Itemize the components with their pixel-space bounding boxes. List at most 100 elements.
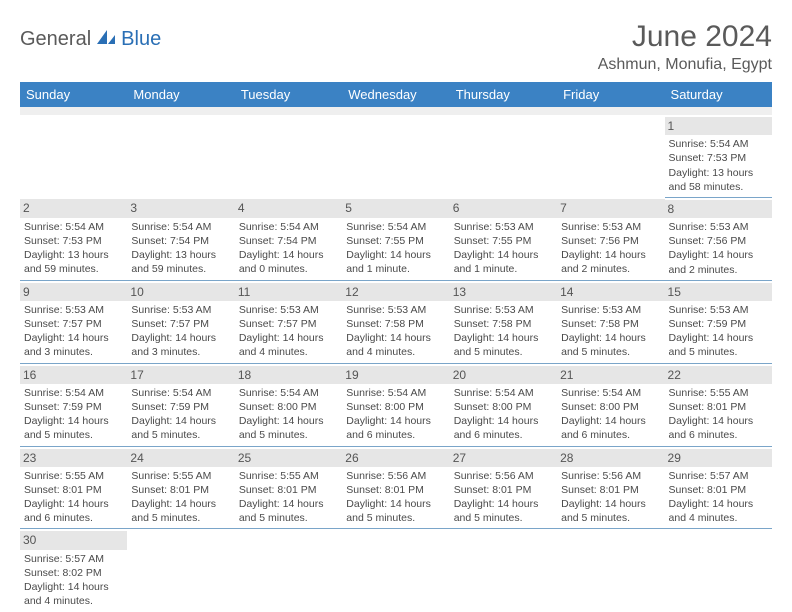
sunrise: Sunrise: 5:56 AM: [346, 469, 445, 483]
sunrise: Sunrise: 5:53 AM: [346, 303, 445, 317]
sunrise: Sunrise: 5:55 AM: [239, 469, 338, 483]
sunrise: Sunrise: 5:55 AM: [131, 469, 230, 483]
day-cell: 9Sunrise: 5:53 AMSunset: 7:57 PMDaylight…: [20, 280, 127, 363]
daylight: Daylight: 14 hours and 6 minutes.: [346, 414, 445, 442]
sunset: Sunset: 8:00 PM: [454, 400, 553, 414]
sunset: Sunset: 7:53 PM: [669, 151, 768, 165]
day-cell: 7Sunrise: 5:53 AMSunset: 7:56 PMDaylight…: [557, 197, 664, 280]
sunrise: Sunrise: 5:54 AM: [669, 137, 768, 151]
sunset: Sunset: 8:01 PM: [669, 400, 768, 414]
sunrise: Sunrise: 5:54 AM: [454, 386, 553, 400]
day-number: 21: [557, 366, 664, 384]
week-4: 16Sunrise: 5:54 AMSunset: 7:59 PMDayligh…: [20, 363, 772, 446]
day-number: 10: [127, 283, 234, 301]
empty-cell: [450, 529, 557, 611]
sunset: Sunset: 7:56 PM: [561, 234, 660, 248]
day-number: 18: [235, 366, 342, 384]
header: General Blue June 2024 Ashmun, Monufia, …: [20, 20, 772, 74]
daylight: Daylight: 14 hours and 5 minutes.: [131, 497, 230, 525]
week-1: 1 Sunrise: 5:54 AM Sunset: 7:53 PM Dayli…: [20, 115, 772, 197]
day-number: 19: [342, 366, 449, 384]
day-number: 1: [665, 117, 772, 135]
sunset: Sunset: 8:00 PM: [346, 400, 445, 414]
empty-cell: [235, 529, 342, 611]
day-cell: 6Sunrise: 5:53 AMSunset: 7:55 PMDaylight…: [450, 197, 557, 280]
day-number: 24: [127, 449, 234, 467]
daylight: Daylight: 14 hours and 6 minutes.: [669, 414, 768, 442]
daylight: Daylight: 13 hours and 58 minutes.: [669, 166, 768, 194]
daylight: Daylight: 14 hours and 6 minutes.: [561, 414, 660, 442]
sunset: Sunset: 8:01 PM: [131, 483, 230, 497]
sunrise: Sunrise: 5:57 AM: [24, 552, 123, 566]
empty-cell: [557, 529, 664, 611]
day-number: 22: [665, 366, 772, 384]
logo-text-blue: Blue: [121, 28, 161, 51]
daylight: Daylight: 14 hours and 5 minutes.: [239, 414, 338, 442]
col-tuesday: Tuesday: [235, 82, 342, 107]
day-number: 29: [665, 449, 772, 467]
day-cell: 23Sunrise: 5:55 AMSunset: 8:01 PMDayligh…: [20, 446, 127, 529]
daylight: Daylight: 14 hours and 5 minutes.: [561, 331, 660, 359]
sunset: Sunset: 8:01 PM: [346, 483, 445, 497]
day-cell: 17Sunrise: 5:54 AMSunset: 7:59 PMDayligh…: [127, 363, 234, 446]
sunrise: Sunrise: 5:54 AM: [24, 220, 123, 234]
sunrise: Sunrise: 5:53 AM: [239, 303, 338, 317]
col-friday: Friday: [557, 82, 664, 107]
daylight: Daylight: 14 hours and 6 minutes.: [24, 497, 123, 525]
daylight: Daylight: 14 hours and 4 minutes.: [669, 497, 768, 525]
week-5: 23Sunrise: 5:55 AMSunset: 8:01 PMDayligh…: [20, 446, 772, 529]
day-cell: 13Sunrise: 5:53 AMSunset: 7:58 PMDayligh…: [450, 280, 557, 363]
sunset: Sunset: 8:00 PM: [239, 400, 338, 414]
sunrise: Sunrise: 5:53 AM: [561, 303, 660, 317]
empty-cell: [557, 115, 664, 197]
day-cell: 10Sunrise: 5:53 AMSunset: 7:57 PMDayligh…: [127, 280, 234, 363]
day-cell: 12Sunrise: 5:53 AMSunset: 7:58 PMDayligh…: [342, 280, 449, 363]
day-number: 14: [557, 283, 664, 301]
sunrise: Sunrise: 5:53 AM: [131, 303, 230, 317]
sunset: Sunset: 7:59 PM: [24, 400, 123, 414]
sunset: Sunset: 7:57 PM: [24, 317, 123, 331]
daylight: Daylight: 13 hours and 59 minutes.: [131, 248, 230, 276]
daylight: Daylight: 14 hours and 6 minutes.: [454, 414, 553, 442]
daylight: Daylight: 14 hours and 4 minutes.: [346, 331, 445, 359]
page-title: June 2024: [598, 20, 772, 54]
sunrise: Sunrise: 5:53 AM: [669, 303, 768, 317]
daylight: Daylight: 14 hours and 1 minute.: [454, 248, 553, 276]
day-cell: 18 Sunrise: 5:54 AMSunset: 8:00 PMDayligh…: [235, 363, 342, 446]
day-cell: 21Sunrise: 5:54 AMSunset: 8:00 PMDayligh…: [557, 363, 664, 446]
sunset: Sunset: 7:56 PM: [669, 234, 768, 248]
sunset: Sunset: 8:01 PM: [239, 483, 338, 497]
day-number: 8: [665, 200, 772, 218]
logo-sail-icon: [95, 28, 117, 51]
day-number: 25: [235, 449, 342, 467]
sunrise: Sunrise: 5:53 AM: [561, 220, 660, 234]
sunset: Sunset: 8:01 PM: [669, 483, 768, 497]
daylight: Daylight: 14 hours and 0 minutes.: [239, 248, 338, 276]
day-cell: 29Sunrise: 5:57 AMSunset: 8:01 PMDayligh…: [665, 446, 772, 529]
sunset: Sunset: 8:00 PM: [561, 400, 660, 414]
sunrise: Sunrise: 5:54 AM: [239, 386, 338, 400]
day-cell: 24 Sunrise: 5:55 AMSunset: 8:01 PMDayligh…: [127, 446, 234, 529]
day-cell: 22Sunrise: 5:55 AMSunset: 8:01 PMDayligh…: [665, 363, 772, 446]
sunset: Sunset: 7:58 PM: [454, 317, 553, 331]
col-sunday: Sunday: [20, 82, 127, 107]
day-number: 16: [20, 366, 127, 384]
daylight: Daylight: 13 hours and 59 minutes.: [24, 248, 123, 276]
day-number: 27: [450, 449, 557, 467]
day-number: 2: [20, 199, 127, 217]
empty-cell: [665, 529, 772, 611]
day-cell: 20Sunrise: 5:54 AMSunset: 8:00 PMDayligh…: [450, 363, 557, 446]
sunrise: Sunrise: 5:54 AM: [346, 386, 445, 400]
day-number: 11: [235, 283, 342, 301]
sunset: Sunset: 8:01 PM: [561, 483, 660, 497]
day-cell: 27Sunrise: 5:56 AMSunset: 8:01 PMDayligh…: [450, 446, 557, 529]
sunrise: Sunrise: 5:56 AM: [454, 469, 553, 483]
sunrise: Sunrise: 5:54 AM: [24, 386, 123, 400]
sunset: Sunset: 7:59 PM: [669, 317, 768, 331]
daylight: Daylight: 14 hours and 5 minutes.: [131, 414, 230, 442]
daylight: Daylight: 14 hours and 5 minutes.: [454, 331, 553, 359]
empty-cell: [127, 115, 234, 197]
day-number: 30: [20, 531, 127, 549]
day-cell: 16Sunrise: 5:54 AMSunset: 7:59 PMDayligh…: [20, 363, 127, 446]
daylight: Daylight: 14 hours and 4 minutes.: [24, 580, 123, 608]
